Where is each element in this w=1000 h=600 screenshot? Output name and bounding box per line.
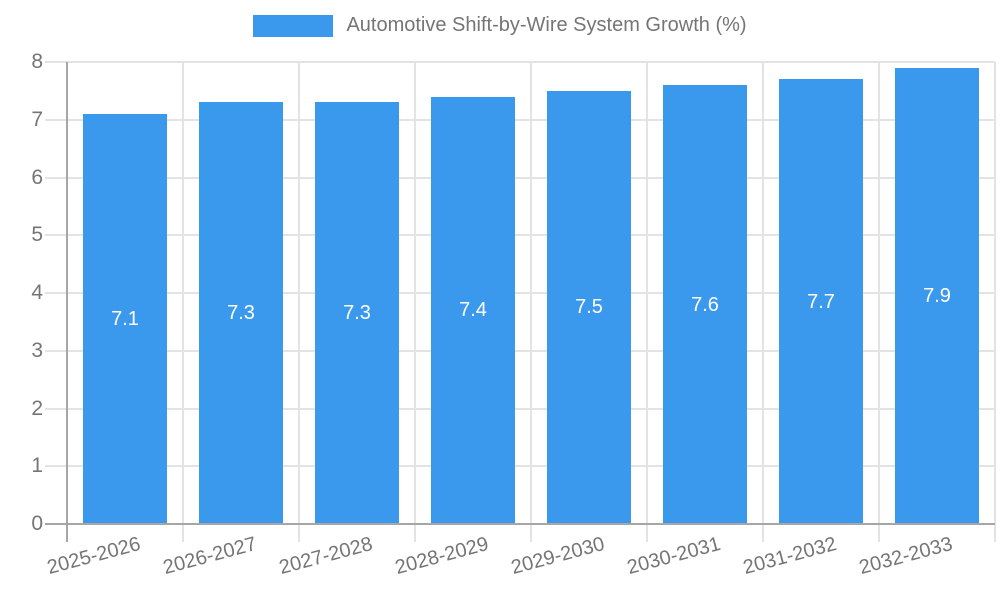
legend: Automotive Shift-by-Wire System Growth (… xyxy=(0,14,1000,37)
gridline-y xyxy=(45,176,995,179)
bar-value-label: 7.3 xyxy=(343,302,371,325)
y-tick-label: 8 xyxy=(31,50,43,73)
bar[interactable] xyxy=(895,67,979,524)
bar[interactable] xyxy=(83,113,167,524)
bar[interactable] xyxy=(199,102,283,524)
gridline-y xyxy=(45,61,995,63)
gridline-y xyxy=(45,349,995,352)
bar[interactable] xyxy=(779,79,863,524)
gridline-x xyxy=(298,62,300,542)
legend-label: Automotive Shift-by-Wire System Growth (… xyxy=(346,14,747,36)
y-tick-label: 3 xyxy=(31,338,43,362)
y-tick-label: 2 xyxy=(31,396,43,420)
legend-swatch-icon xyxy=(253,14,334,37)
gridline-y xyxy=(45,407,995,410)
gridline-x xyxy=(994,62,996,542)
gridline-y xyxy=(45,118,995,121)
gridline-x xyxy=(646,62,648,542)
bar-value-label: 7.3 xyxy=(227,302,255,325)
bar-value-label: 7.6 xyxy=(691,293,719,316)
gridline-y xyxy=(45,292,995,294)
y-axis-line xyxy=(66,62,68,542)
gridline-x xyxy=(878,62,880,542)
y-tick-label: 6 xyxy=(31,165,43,189)
gridline-y xyxy=(45,465,995,468)
y-tick-label: 7 xyxy=(31,107,43,131)
bar-value-label: 7.9 xyxy=(923,284,951,307)
y-tick-label: 1 xyxy=(31,454,43,478)
gridline-x xyxy=(414,62,416,542)
bar[interactable] xyxy=(315,102,399,524)
x-axis-line xyxy=(45,523,995,525)
y-tick-label: 5 xyxy=(31,223,43,247)
bar-value-label: 7.1 xyxy=(111,307,139,330)
gridline-x xyxy=(182,62,184,542)
y-tick-label: 4 xyxy=(31,281,43,304)
gridline-y xyxy=(45,234,995,237)
bar-value-label: 7.4 xyxy=(459,299,487,322)
gridline-x xyxy=(762,62,764,542)
bar-value-label: 7.5 xyxy=(575,296,603,319)
bar[interactable] xyxy=(431,96,515,524)
gridline-x xyxy=(530,62,532,542)
bar[interactable] xyxy=(663,85,747,524)
bar[interactable] xyxy=(547,90,631,524)
legend-item[interactable]: Automotive Shift-by-Wire System Growth (… xyxy=(253,14,747,37)
y-tick-label: 0 xyxy=(31,512,43,535)
bar-value-label: 7.7 xyxy=(807,290,835,313)
